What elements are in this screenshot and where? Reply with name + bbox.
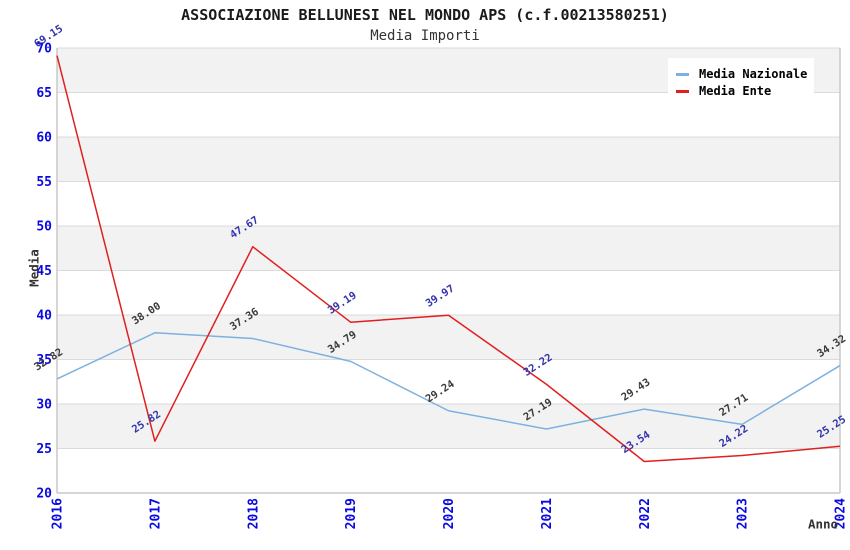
legend: Media Nazionale Media Ente	[668, 58, 814, 108]
x-tick-label: 2024	[834, 498, 849, 529]
x-tick-label: 2021	[540, 498, 555, 529]
data-label-media-ente: 39.19	[326, 289, 359, 316]
y-tick-label: 50	[36, 220, 52, 235]
data-label-media-ente: 39.97	[424, 283, 457, 310]
y-tick-label: 40	[36, 309, 52, 324]
y-tick-label: 60	[36, 131, 52, 146]
x-axis-title: Anno	[807, 516, 839, 532]
y-tick-label: 20	[36, 487, 52, 502]
x-tick-label: 2017	[148, 498, 163, 529]
legend-label: Media Nazionale	[699, 67, 808, 81]
legend-label: Media Ente	[699, 84, 772, 98]
series-line-media-nazionale	[56, 332, 841, 430]
y-tick-label: 35	[36, 353, 52, 368]
y-axis-title: Media	[26, 249, 42, 287]
x-tick-label: 2023	[736, 498, 751, 529]
legend-line-swatch-red	[676, 89, 689, 93]
x-tick-label: 2018	[246, 498, 261, 529]
x-tick-label: 2016	[51, 498, 66, 529]
y-tick-label: 70	[36, 42, 52, 57]
chart-title: ASSOCIAZIONE BELLUNESI NEL MONDO APS (c.…	[181, 6, 669, 24]
x-tick-label: 2022	[638, 498, 653, 529]
x-tick-label: 2020	[442, 498, 457, 529]
chart-subtitle: Media Importi	[370, 28, 480, 44]
x-tick-label: 2019	[344, 498, 359, 529]
y-tick-label: 55	[36, 175, 52, 190]
legend-item-media-ente: Media Ente	[676, 84, 814, 98]
y-tick-label: 65	[36, 86, 52, 101]
legend-item-media-nazionale: Media Nazionale	[676, 67, 814, 81]
data-label-media-nazionale: 29.24	[424, 378, 457, 405]
grid-band	[57, 315, 840, 360]
y-tick-label: 30	[36, 398, 52, 413]
data-label-media-nazionale: 29.43	[619, 376, 652, 403]
y-tick-label: 25	[36, 442, 52, 457]
grid-band	[57, 137, 840, 182]
grid-band	[57, 226, 840, 271]
y-tick-label: 45	[36, 264, 52, 279]
series-line-media-ente	[56, 55, 841, 463]
legend-line-swatch-blue	[676, 72, 689, 76]
